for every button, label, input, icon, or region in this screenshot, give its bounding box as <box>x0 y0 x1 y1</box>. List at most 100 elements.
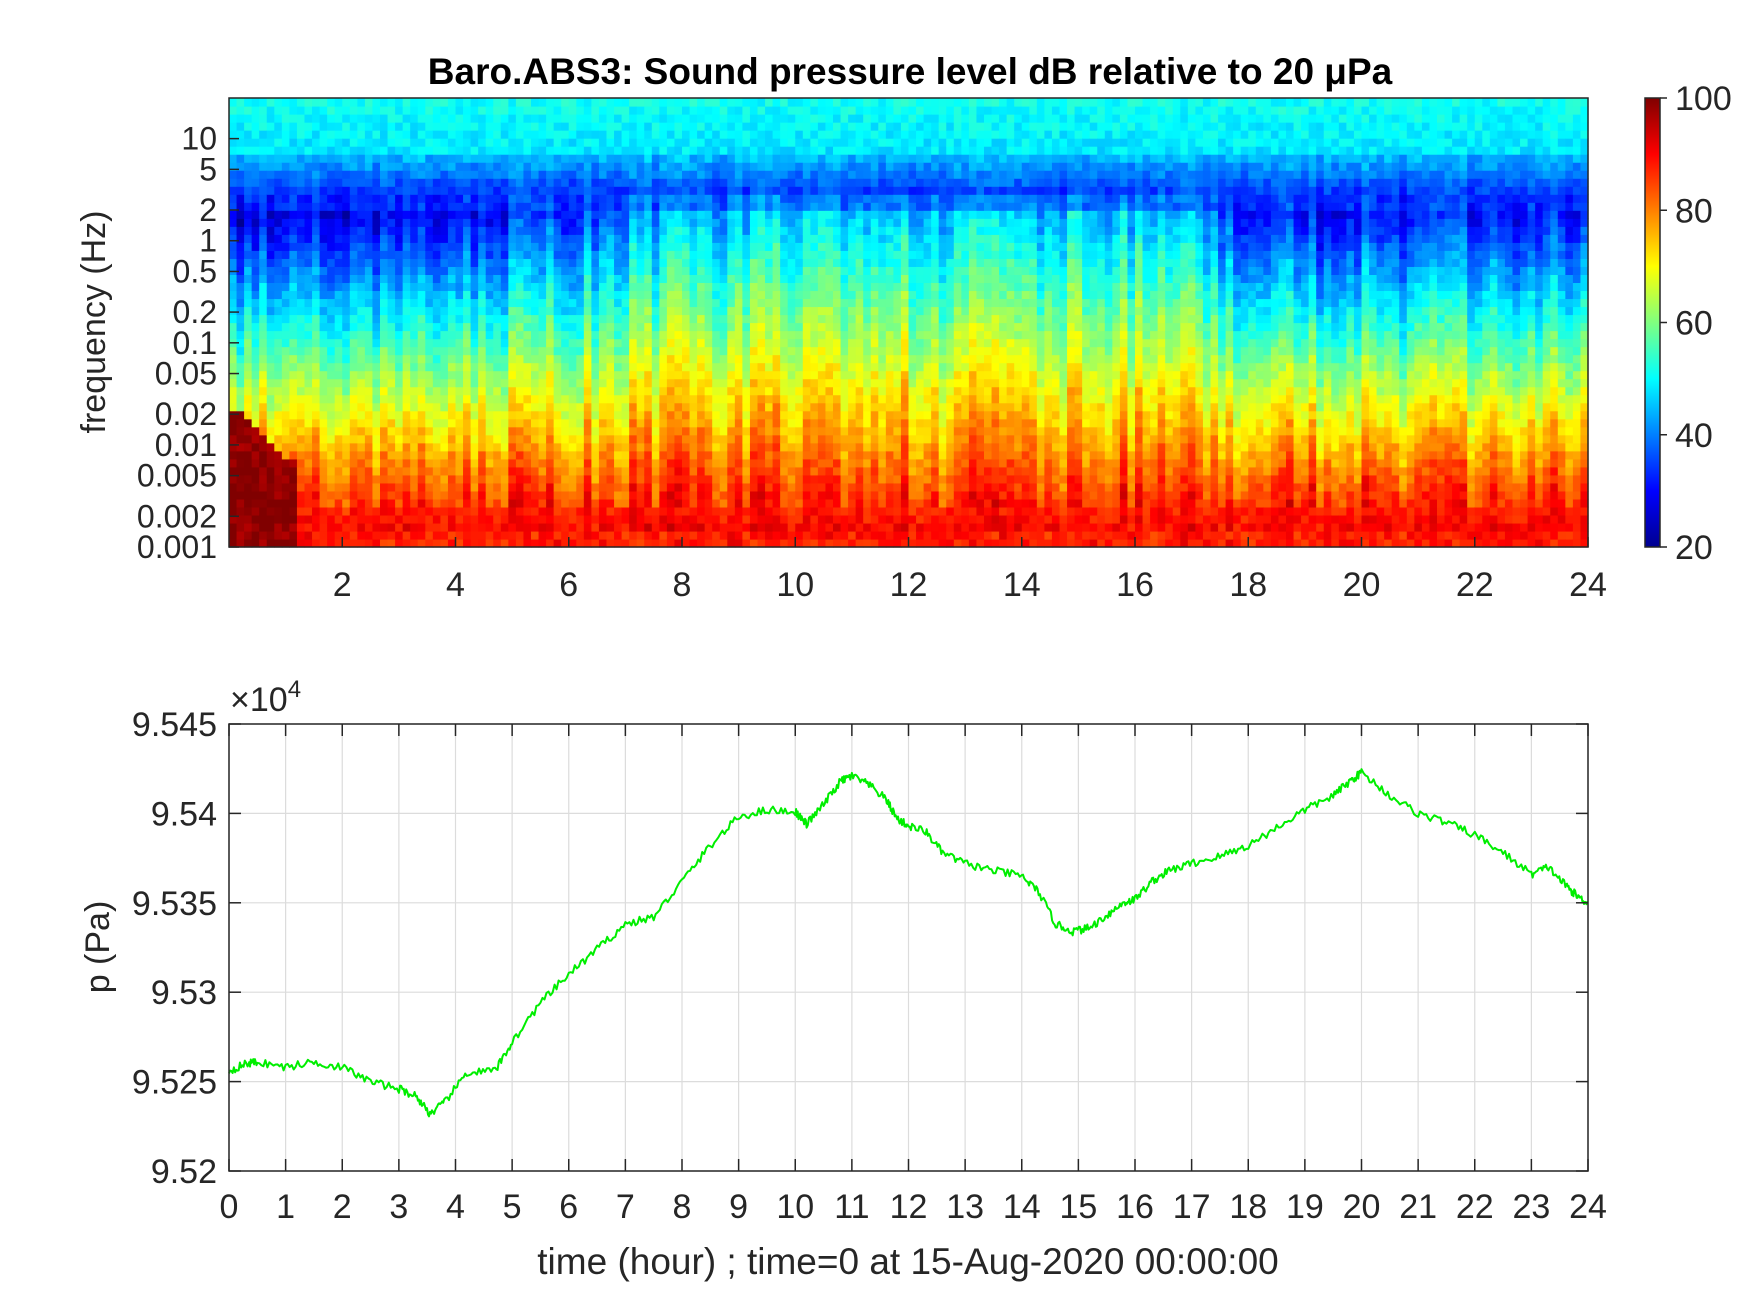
spectrogram-cell <box>636 362 645 372</box>
spectrogram-cell <box>810 386 819 396</box>
spectrogram-cell <box>500 394 509 404</box>
spectrogram-cell <box>825 218 834 227</box>
spectrogram-cell <box>342 490 351 500</box>
spectrogram-cell <box>327 210 336 219</box>
spectrogram-cell <box>364 122 374 131</box>
spectrogram-cell <box>848 522 857 532</box>
spectrogram-cell <box>651 346 660 356</box>
spectrogram-cell <box>878 186 887 195</box>
spectrogram-cell <box>795 402 804 412</box>
spectrogram-cell <box>697 130 706 139</box>
spectrogram-cell <box>561 442 570 452</box>
spectrogram-cell <box>780 450 789 460</box>
spectrogram-cell <box>704 370 713 380</box>
spectrogram-cell <box>583 386 592 396</box>
spectrogram-cell <box>380 442 389 452</box>
spectrogram-cell <box>500 298 509 308</box>
spectrogram-cell <box>508 394 517 404</box>
spectrogram-cell <box>568 418 577 428</box>
spectrogram-cell <box>387 490 396 500</box>
spectrogram-cell <box>538 210 547 219</box>
spectrogram-cell <box>591 138 600 147</box>
spectrogram-cell <box>334 322 343 332</box>
spectrogram-cell <box>410 498 419 508</box>
spectrogram-cell <box>515 258 525 267</box>
spectrogram-cell <box>515 194 525 203</box>
spectrogram-cell <box>485 282 494 292</box>
spectrogram-cell <box>515 426 525 436</box>
spectrogram-cell <box>493 154 502 163</box>
spectrogram-cell <box>757 146 766 155</box>
spectrogram-cell <box>357 418 366 428</box>
spectrogram-cell <box>289 154 298 163</box>
spectrogram-cell <box>523 418 532 428</box>
spectrogram-cell <box>598 362 608 372</box>
spectrogram-cell <box>455 418 464 428</box>
spectrogram-cell <box>848 474 857 484</box>
spectrogram-cell <box>840 322 849 332</box>
spectrogram-cell <box>606 410 615 420</box>
spectrogram-cell <box>742 330 751 340</box>
spectrogram-cell <box>493 426 502 436</box>
spectrogram-cell <box>606 298 615 308</box>
spectrogram-cell <box>553 122 562 131</box>
spectrogram-cell <box>319 258 328 267</box>
spectrogram-cell <box>734 106 743 115</box>
spectrogram-cell <box>878 450 887 460</box>
spectrogram-cell <box>266 282 275 292</box>
spectrogram-cell <box>432 162 441 171</box>
spectrogram-cell <box>312 482 321 492</box>
spectrogram-cell <box>425 522 434 532</box>
spectrogram-cell <box>749 378 759 388</box>
spectrogram-cell <box>304 274 313 284</box>
spectrogram-cell <box>478 346 487 356</box>
spectrogram-cell <box>787 538 796 548</box>
spectrogram-cell <box>508 274 517 284</box>
spectrogram-cell <box>417 402 426 412</box>
spectrogram-cell <box>395 530 404 540</box>
spectrogram-cell <box>606 530 615 540</box>
spectrogram-cell <box>372 106 381 115</box>
spectrogram-cell <box>515 378 525 388</box>
spectrogram-cell <box>697 362 706 372</box>
spectrogram-cell <box>251 458 260 468</box>
spectrogram-cell <box>772 514 781 524</box>
spectrogram-cell <box>553 386 562 396</box>
spectrogram-cell <box>757 242 766 251</box>
spectrogram-cell <box>614 242 623 251</box>
spectrogram-cell <box>357 410 366 420</box>
spectrogram-cell <box>893 298 902 308</box>
spectrogram-cell <box>598 458 608 468</box>
spectrogram-cell <box>349 98 358 107</box>
spectrogram-cell <box>644 530 653 540</box>
spectrogram-cell <box>357 466 366 476</box>
spectrogram-cell <box>357 314 366 324</box>
spectrogram-cell <box>515 130 525 139</box>
spectrogram-cell <box>666 474 676 484</box>
spectrogram-cell <box>266 186 275 195</box>
spectrogram-cell <box>629 490 638 500</box>
spectrogram-cell <box>833 266 842 275</box>
spectrogram-cell <box>244 298 253 308</box>
spectrogram-cell <box>606 226 615 235</box>
spectrogram-cell <box>674 538 683 548</box>
spectrogram-cell <box>561 258 570 267</box>
spectrogram-cell <box>651 274 660 284</box>
spectrogram-cell <box>553 442 562 452</box>
spectrogram-cell <box>281 306 290 316</box>
spectrogram-cell <box>817 282 827 292</box>
spectrogram-cell <box>372 138 381 147</box>
spectrogram-cell <box>833 506 842 516</box>
spectrogram-cell <box>870 426 879 436</box>
spectrogram-cell <box>848 210 857 219</box>
spectrogram-cell <box>598 482 608 492</box>
spectrogram-cell <box>644 290 653 300</box>
spectrogram-cell <box>281 394 290 404</box>
spectrogram-cell <box>614 530 623 540</box>
spectrogram-cell <box>795 490 804 500</box>
spectrogram-cell <box>425 290 434 300</box>
spectrogram-cell <box>576 354 585 364</box>
spectrogram-cell <box>410 474 419 484</box>
spectrogram-cell <box>463 306 472 316</box>
spectrogram-cell <box>666 426 676 436</box>
